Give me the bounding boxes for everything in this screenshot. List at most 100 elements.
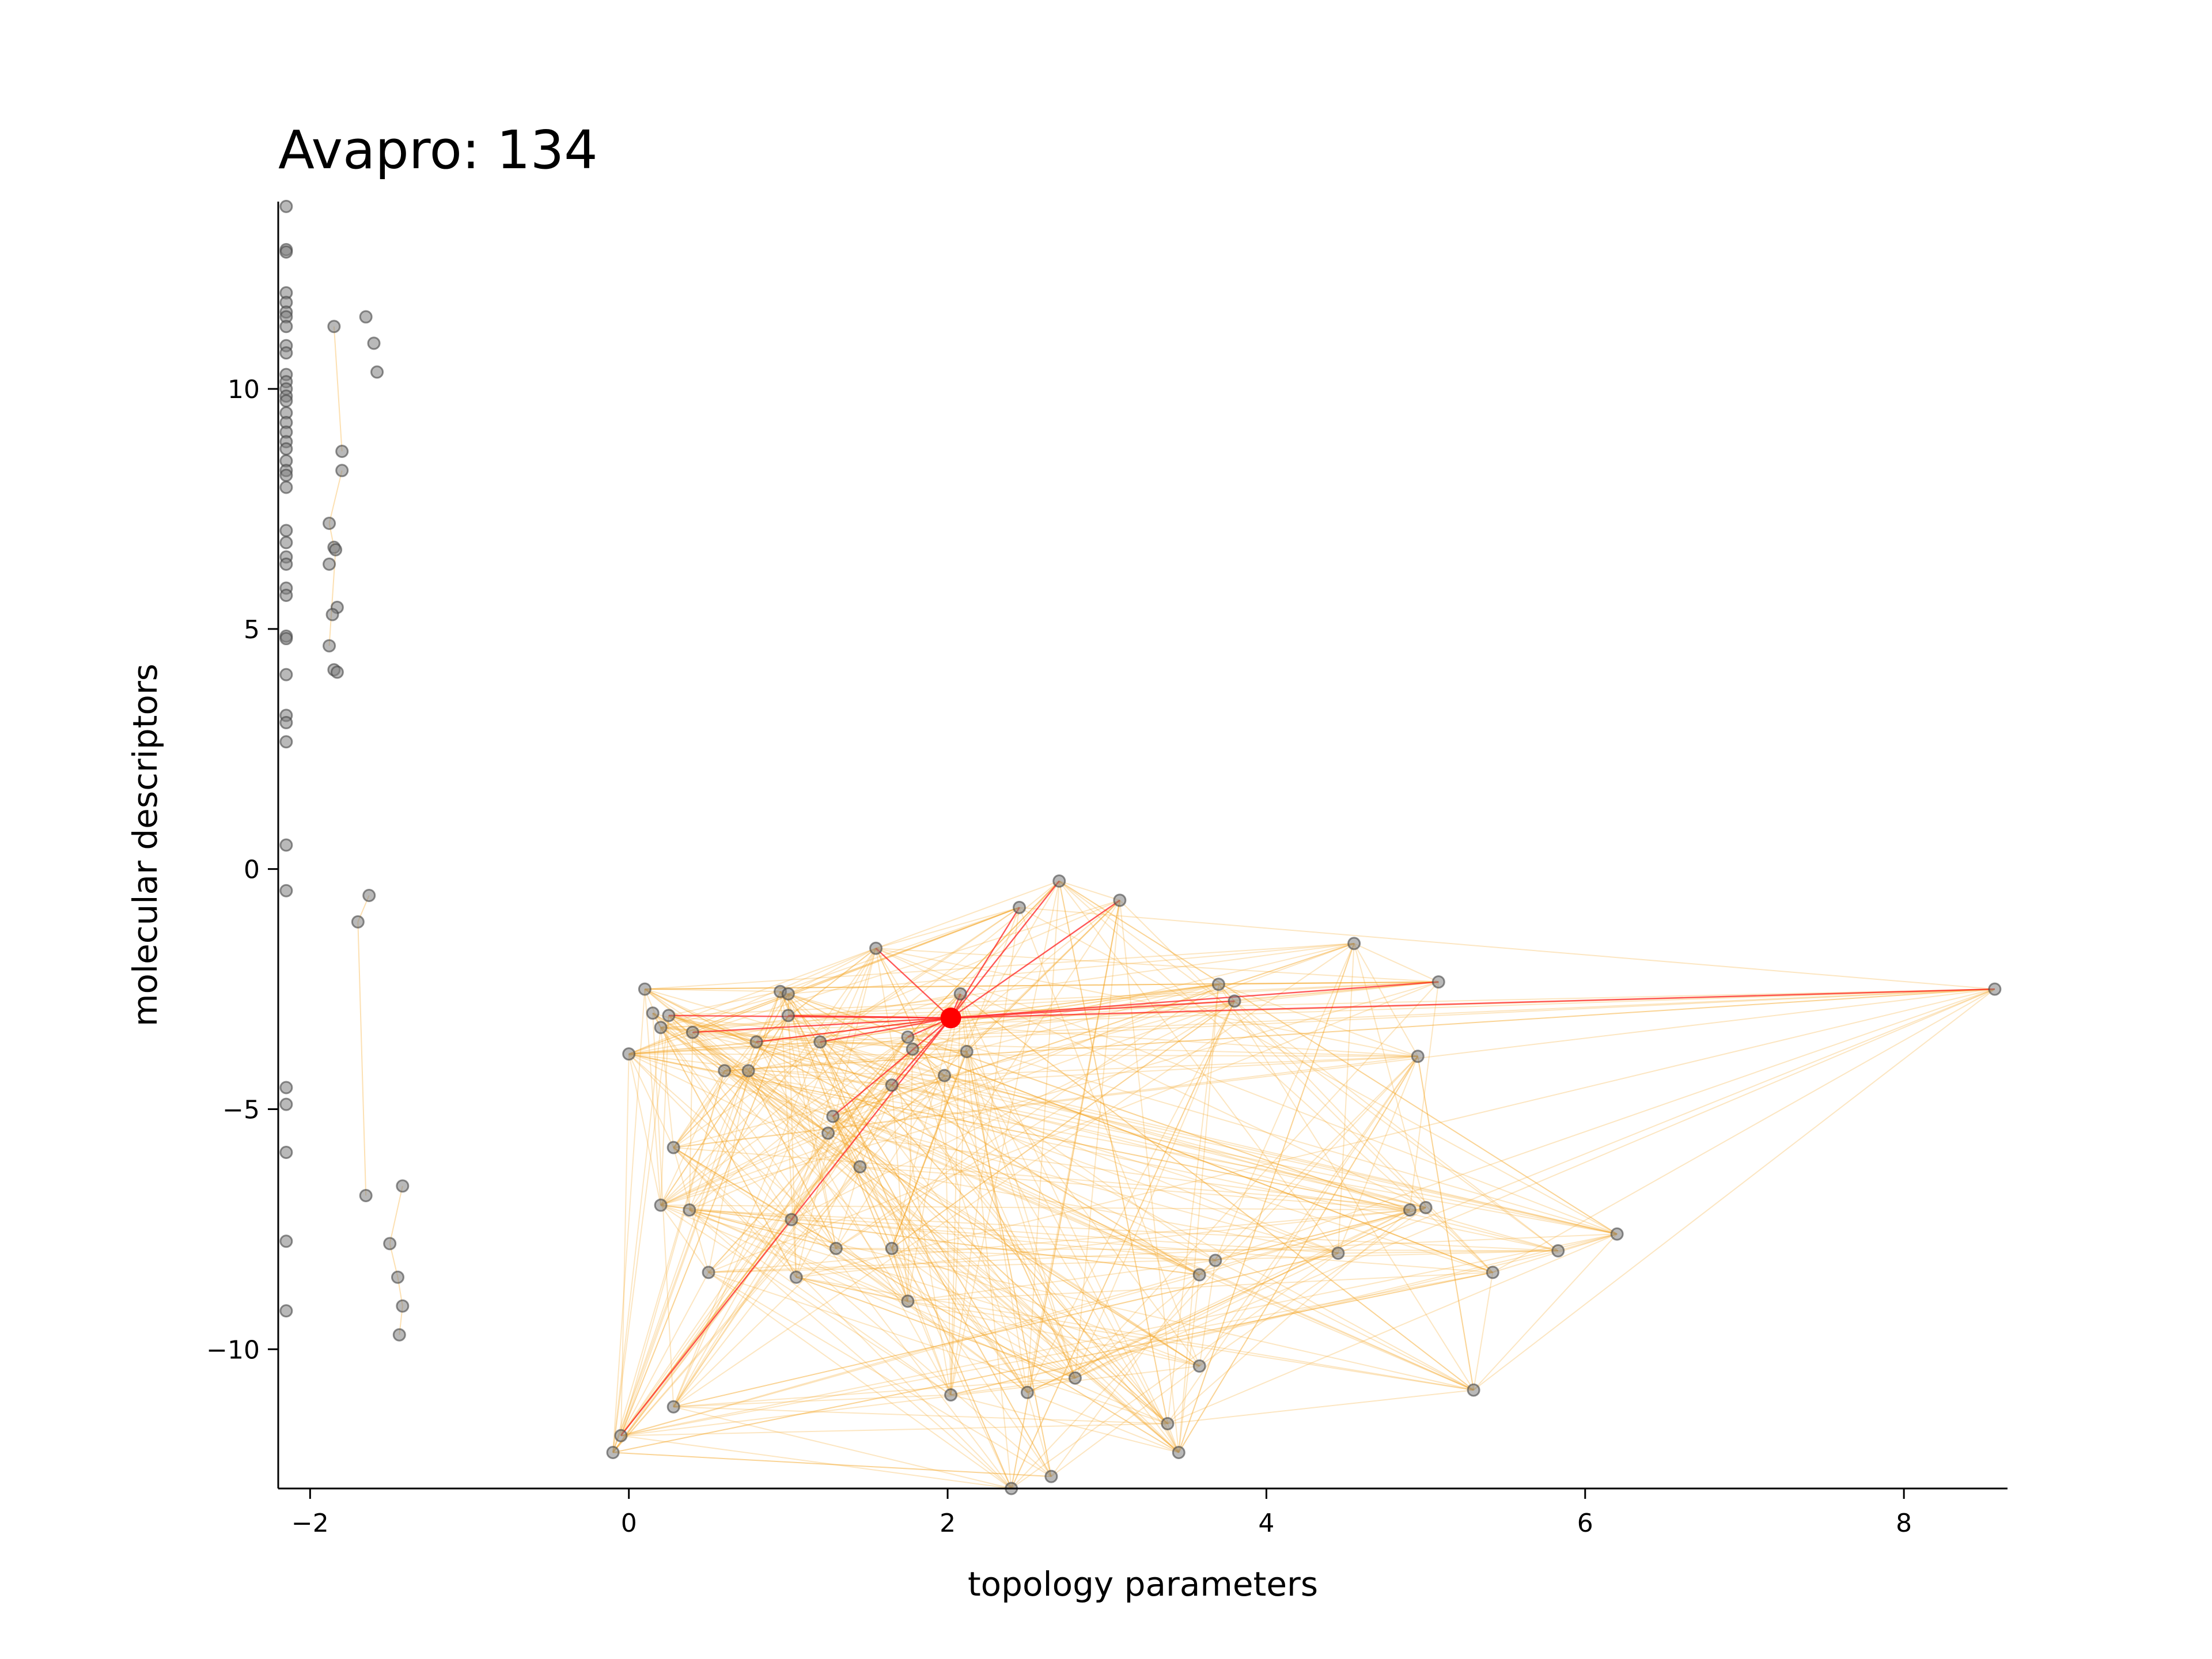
- edge-minor: [689, 1209, 1558, 1252]
- edge-minor: [907, 1036, 967, 1052]
- edge-minor: [950, 1250, 1558, 1396]
- data-point: [279, 589, 293, 603]
- edge-minor: [660, 1000, 1235, 1206]
- edge-minor: [912, 1048, 1493, 1273]
- edge-minor: [628, 948, 876, 1055]
- data-point: [279, 468, 293, 482]
- data-point: [279, 1081, 293, 1094]
- edge-minor: [628, 1054, 675, 1148]
- edge-minor: [832, 1036, 908, 1117]
- data-point: [383, 1237, 397, 1251]
- highlight-point: [940, 1007, 961, 1029]
- edge-minor: [1214, 943, 1355, 1261]
- edge-minor: [891, 1084, 1200, 1275]
- edge-minor: [891, 1085, 1180, 1453]
- edge-minor: [708, 1209, 1410, 1273]
- edge-minor: [787, 993, 945, 1077]
- edge-minor: [835, 1075, 945, 1249]
- data-point: [944, 1388, 958, 1402]
- edge-minor: [1199, 1260, 1216, 1366]
- edge-minor: [1027, 1209, 1410, 1393]
- data-point: [279, 394, 293, 408]
- edge-minor: [612, 1027, 662, 1453]
- edge-minor: [628, 993, 961, 1055]
- edge-minor: [668, 1015, 1168, 1425]
- data-point: [392, 1328, 406, 1342]
- edge-minor: [668, 1015, 1076, 1379]
- edge-minor: [787, 993, 1028, 1393]
- edge-minor: [673, 1055, 1418, 1149]
- y-tick-label: 5: [244, 615, 260, 645]
- edge-minor: [612, 1041, 757, 1453]
- edge-minor: [1218, 981, 1439, 985]
- edge-minor: [828, 1132, 1200, 1367]
- data-point: [1431, 975, 1445, 989]
- data-point: [279, 838, 293, 852]
- edge-minor: [1074, 1252, 1339, 1379]
- edge-minor: [756, 948, 877, 1043]
- edge-minor: [660, 1036, 908, 1206]
- edge-minor: [668, 1015, 837, 1249]
- edge-minor: [796, 1277, 908, 1302]
- data-point: [279, 320, 293, 334]
- edge-minor: [875, 948, 952, 1395]
- edge-minor: [660, 993, 789, 1028]
- edge-minor: [756, 948, 877, 1043]
- edge-minor: [891, 1248, 908, 1302]
- edge-minor: [660, 1205, 1200, 1276]
- edge-minor: [787, 993, 1028, 1393]
- edge-minor: [668, 991, 781, 1016]
- edge-minor: [1027, 1207, 1426, 1393]
- edge-minor: [628, 1041, 757, 1055]
- edge-minor: [628, 1053, 1410, 1211]
- data-point: [1013, 900, 1027, 914]
- data-point: [683, 1203, 696, 1217]
- edge-minor: [1167, 1389, 1474, 1425]
- edge-minor: [892, 1084, 1618, 1235]
- edge-major: [832, 1017, 952, 1117]
- edge-minor: [836, 1248, 1215, 1262]
- edge-minor: [966, 1051, 1200, 1367]
- edge-minor: [1178, 984, 1219, 1453]
- edge-minor: [1010, 1001, 1236, 1489]
- edge-minor: [612, 1070, 725, 1453]
- edge-minor: [907, 988, 1995, 1038]
- x-ticks: −2 0 2 4 6 8: [291, 1488, 1912, 1538]
- edge-minor: [689, 948, 877, 1211]
- data-point: [279, 1097, 293, 1111]
- edge-minor: [876, 907, 1020, 949]
- edge-minor: [756, 1041, 952, 1395]
- edge-major: [756, 1017, 951, 1043]
- edge-minor: [692, 1032, 829, 1134]
- edge-minor: [748, 993, 789, 1071]
- data-point: [279, 1145, 293, 1159]
- edge-minor: [660, 948, 876, 1028]
- edge-minor: [779, 991, 1052, 1477]
- edge-minor: [832, 1116, 893, 1249]
- edge-minor: [966, 900, 1120, 1052]
- edge-minor: [660, 1027, 797, 1278]
- data-point: [396, 1179, 410, 1193]
- edge-minor: [779, 991, 1012, 1489]
- edge-minor: [628, 1036, 908, 1055]
- data-point: [362, 889, 376, 903]
- edge-minor: [673, 907, 1020, 1148]
- edge-major: [950, 988, 1995, 1019]
- edge-minor: [787, 993, 945, 1077]
- edge-minor: [859, 1166, 1179, 1453]
- data-point: [1192, 1359, 1206, 1373]
- edge-minor: [1409, 982, 1440, 1210]
- edge-minor: [748, 1070, 837, 1249]
- data-point: [1403, 1203, 1416, 1217]
- edge-minor: [357, 922, 367, 1196]
- edge-minor: [1338, 988, 1995, 1254]
- edge-minor: [644, 988, 1200, 1275]
- edge-minor: [876, 948, 1439, 983]
- data-point: [938, 1069, 952, 1082]
- data-point: [335, 464, 349, 478]
- edge-minor: [612, 1048, 913, 1453]
- data-point: [279, 1234, 293, 1248]
- edge-minor: [673, 988, 1995, 1149]
- edge-minor: [876, 948, 1618, 1235]
